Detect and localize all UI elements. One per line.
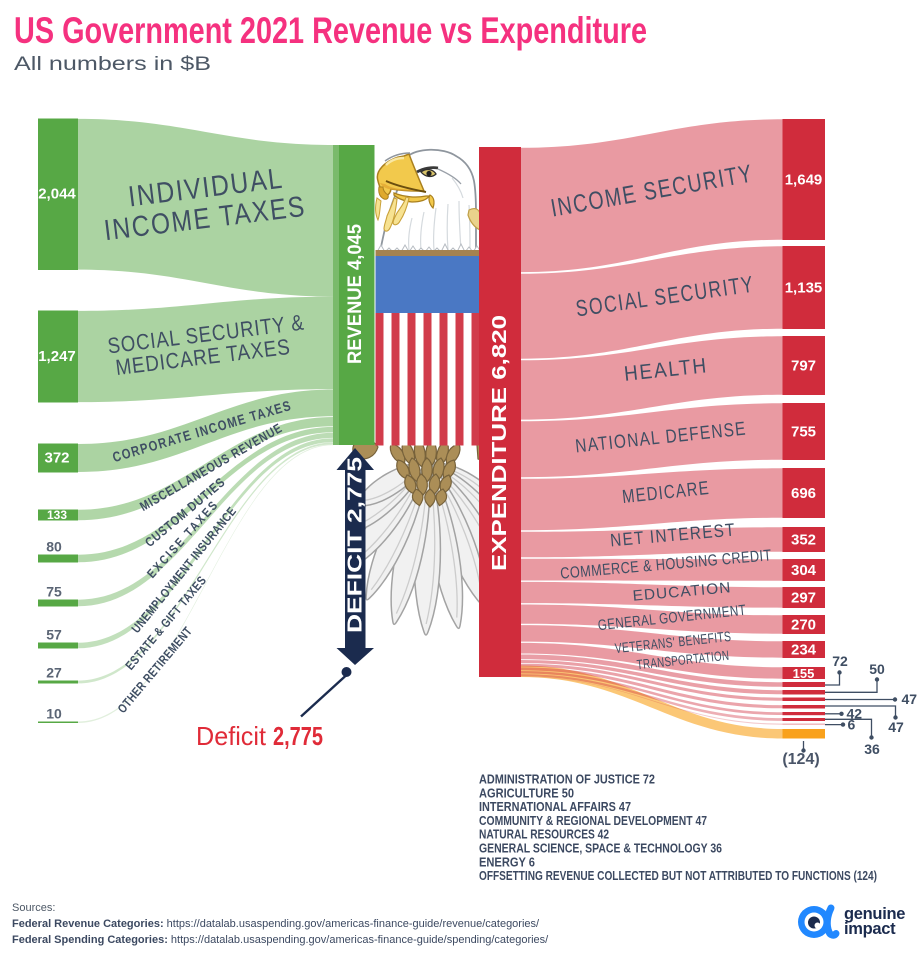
svg-text:270: 270	[791, 617, 816, 634]
svg-text:297: 297	[791, 590, 816, 607]
svg-text:US Government 2021 Revenue vs: US Government 2021 Revenue vs Expenditur…	[14, 10, 647, 51]
svg-text:Sources:: Sources:	[12, 902, 55, 914]
svg-text:AGRICULTURE 50: AGRICULTURE 50	[479, 786, 574, 800]
svg-text:(124): (124)	[782, 751, 819, 768]
svg-text:155: 155	[793, 666, 815, 681]
svg-text:6: 6	[848, 717, 856, 733]
svg-text:ENERGY 6: ENERGY 6	[479, 855, 535, 869]
svg-text:755: 755	[791, 424, 816, 441]
svg-text:797: 797	[791, 358, 816, 375]
svg-text:1,135: 1,135	[785, 280, 823, 297]
svg-text:Federal Revenue Categories: ht: Federal Revenue Categories: https://data…	[12, 918, 540, 930]
svg-text:2,775: 2,775	[273, 721, 323, 751]
svg-text:DEFICIT 2,775: DEFICIT 2,775	[345, 457, 367, 633]
svg-text:All numbers in $B: All numbers in $B	[14, 54, 211, 75]
svg-text:Deficit: Deficit	[196, 721, 267, 751]
svg-text:50: 50	[869, 661, 885, 677]
svg-text:10: 10	[46, 706, 62, 722]
svg-text:1,247: 1,247	[38, 348, 76, 365]
svg-text:impact: impact	[844, 920, 896, 938]
svg-text:INTERNATIONAL AFFAIRS 47: INTERNATIONAL AFFAIRS 47	[479, 800, 631, 814]
svg-text:genuine: genuine	[844, 905, 905, 923]
svg-text:2,044: 2,044	[38, 186, 76, 203]
svg-text:696: 696	[791, 485, 816, 502]
svg-text:47: 47	[888, 719, 904, 735]
svg-text:27: 27	[46, 665, 62, 681]
svg-text:372: 372	[44, 450, 69, 467]
svg-text:352: 352	[791, 532, 816, 549]
svg-text:1,649: 1,649	[785, 172, 823, 189]
svg-text:OFFSETTING REVENUE COLLECTED B: OFFSETTING REVENUE COLLECTED BUT NOT ATT…	[479, 869, 877, 883]
svg-text:47: 47	[902, 691, 918, 707]
svg-text:133: 133	[47, 508, 67, 522]
svg-text:57: 57	[46, 627, 62, 643]
svg-text:COMMUNITY & REGIONAL DEVELOPME: COMMUNITY & REGIONAL DEVELOPMENT 47	[479, 814, 707, 828]
svg-text:EXPENDITURE 6,820: EXPENDITURE 6,820	[489, 315, 511, 571]
svg-text:234: 234	[791, 642, 817, 659]
svg-text:75: 75	[46, 584, 62, 600]
svg-text:36: 36	[864, 741, 880, 757]
svg-text:REVENUE 4,045: REVENUE 4,045	[345, 224, 366, 364]
svg-text:GENERAL SCIENCE, SPACE & TECHN: GENERAL SCIENCE, SPACE & TECHNOLOGY 36	[479, 842, 722, 856]
svg-text:304: 304	[791, 562, 817, 579]
svg-text:72: 72	[832, 653, 848, 669]
svg-text:Federal Spending Categories: h: Federal Spending Categories: https://dat…	[12, 934, 549, 946]
svg-text:ADMINISTRATION OF JUSTICE 72: ADMINISTRATION OF JUSTICE 72	[479, 773, 655, 787]
svg-text:42: 42	[847, 706, 863, 722]
svg-text:NATURAL RESOURCES 42: NATURAL RESOURCES 42	[479, 828, 609, 842]
svg-text:80: 80	[46, 539, 62, 555]
